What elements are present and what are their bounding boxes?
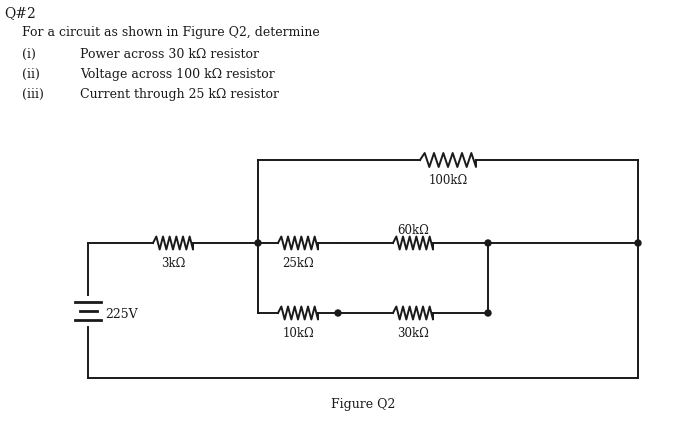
Circle shape: [255, 240, 261, 246]
Text: 25kΩ: 25kΩ: [282, 257, 314, 270]
Text: Q#2: Q#2: [4, 6, 36, 20]
Text: Power across 30 kΩ resistor: Power across 30 kΩ resistor: [80, 48, 259, 61]
Text: 100kΩ: 100kΩ: [429, 174, 468, 187]
Circle shape: [485, 310, 491, 316]
Text: Current through 25 kΩ resistor: Current through 25 kΩ resistor: [80, 88, 279, 101]
Circle shape: [335, 310, 341, 316]
Text: 3kΩ: 3kΩ: [161, 257, 185, 270]
Circle shape: [485, 240, 491, 246]
Text: For a circuit as shown in Figure Q2, determine: For a circuit as shown in Figure Q2, det…: [22, 26, 320, 39]
Text: 30kΩ: 30kΩ: [397, 327, 429, 340]
Text: 10kΩ: 10kΩ: [282, 327, 314, 340]
Text: (i): (i): [22, 48, 36, 61]
Text: 60kΩ: 60kΩ: [397, 224, 429, 237]
Text: 225V: 225V: [105, 308, 137, 321]
Circle shape: [635, 240, 641, 246]
Text: (ii): (ii): [22, 68, 40, 81]
Text: Figure Q2: Figure Q2: [331, 398, 395, 411]
Text: (iii): (iii): [22, 88, 44, 101]
Text: Voltage across 100 kΩ resistor: Voltage across 100 kΩ resistor: [80, 68, 275, 81]
